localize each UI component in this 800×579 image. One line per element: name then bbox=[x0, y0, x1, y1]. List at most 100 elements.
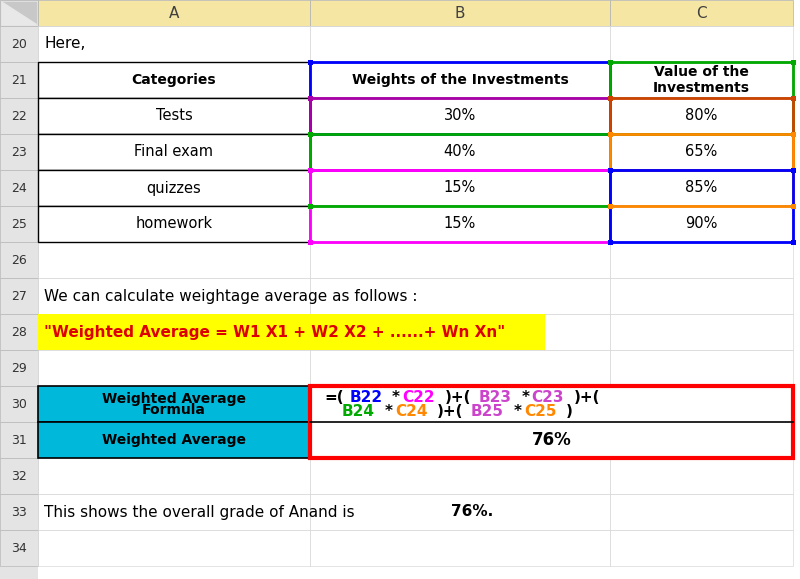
Bar bbox=[610, 206, 793, 242]
Bar bbox=[310, 98, 610, 134]
Bar bbox=[310, 26, 610, 62]
Bar bbox=[610, 98, 793, 170]
Bar bbox=[610, 386, 793, 422]
Text: 27: 27 bbox=[11, 290, 27, 302]
Bar bbox=[310, 206, 610, 242]
Bar bbox=[38, 530, 310, 566]
Text: Weighted Average: Weighted Average bbox=[102, 391, 246, 406]
Text: Here,: Here, bbox=[44, 36, 86, 52]
Bar bbox=[610, 134, 793, 170]
Text: B22: B22 bbox=[350, 390, 382, 405]
Text: 20: 20 bbox=[11, 38, 27, 50]
Bar bbox=[310, 530, 610, 566]
Bar bbox=[310, 278, 610, 314]
Bar bbox=[310, 134, 610, 206]
Bar bbox=[310, 170, 610, 242]
Bar bbox=[38, 314, 310, 350]
Bar bbox=[38, 170, 310, 206]
Text: 65%: 65% bbox=[686, 145, 718, 159]
Bar bbox=[607, 167, 613, 173]
Text: C22: C22 bbox=[402, 390, 435, 405]
Bar bbox=[0, 242, 38, 278]
Bar bbox=[310, 62, 610, 98]
Bar bbox=[310, 170, 610, 206]
Text: 85%: 85% bbox=[686, 181, 718, 196]
Bar bbox=[607, 131, 613, 137]
Bar bbox=[790, 167, 795, 173]
Text: 33: 33 bbox=[11, 505, 27, 519]
Bar bbox=[307, 131, 313, 137]
Bar bbox=[310, 98, 610, 134]
Text: 30: 30 bbox=[11, 398, 27, 411]
Bar bbox=[610, 242, 793, 278]
Bar bbox=[0, 278, 38, 314]
Bar bbox=[38, 134, 310, 170]
Bar bbox=[0, 530, 38, 566]
Bar bbox=[307, 60, 313, 64]
Bar bbox=[790, 60, 795, 64]
Text: 90%: 90% bbox=[686, 217, 718, 232]
Bar bbox=[610, 26, 793, 62]
Bar bbox=[0, 98, 38, 134]
Bar bbox=[38, 206, 310, 242]
Bar bbox=[38, 422, 310, 458]
Text: Final exam: Final exam bbox=[134, 145, 214, 159]
Bar bbox=[38, 278, 310, 314]
Bar bbox=[0, 170, 38, 206]
Bar bbox=[610, 170, 793, 206]
Bar bbox=[38, 386, 310, 422]
Text: Categories: Categories bbox=[132, 73, 216, 87]
Bar bbox=[790, 240, 795, 244]
Bar bbox=[0, 0, 38, 579]
Bar bbox=[38, 0, 310, 26]
Text: Weighted Average: Weighted Average bbox=[102, 433, 246, 447]
Bar bbox=[38, 62, 310, 98]
Text: 76%.: 76%. bbox=[451, 504, 494, 519]
Text: 15%: 15% bbox=[444, 217, 476, 232]
Bar bbox=[310, 206, 610, 242]
Bar bbox=[0, 62, 38, 98]
Bar bbox=[0, 314, 38, 350]
Text: 31: 31 bbox=[11, 434, 27, 446]
Text: Tests: Tests bbox=[156, 108, 192, 123]
Text: Weights of the Investments: Weights of the Investments bbox=[352, 73, 568, 87]
Text: C25: C25 bbox=[524, 404, 557, 419]
Bar bbox=[310, 62, 610, 98]
Text: C24: C24 bbox=[395, 404, 427, 419]
Bar bbox=[38, 242, 310, 278]
Bar bbox=[307, 240, 313, 244]
Bar bbox=[610, 134, 793, 206]
Bar bbox=[38, 494, 310, 530]
Bar bbox=[310, 350, 610, 386]
Bar bbox=[610, 62, 793, 134]
Text: We can calculate weightage average as follows :: We can calculate weightage average as fo… bbox=[44, 288, 418, 303]
Bar bbox=[0, 26, 38, 62]
Bar bbox=[307, 96, 313, 101]
Text: )+(: )+( bbox=[445, 390, 471, 405]
Text: C23: C23 bbox=[531, 390, 564, 405]
Text: )+(: )+( bbox=[574, 390, 600, 405]
Bar bbox=[610, 98, 793, 134]
Text: "Weighted Average = W1 X1 + W2 X2 + ......+ Wn Xn": "Weighted Average = W1 X1 + W2 X2 + ....… bbox=[44, 324, 506, 339]
Bar bbox=[607, 203, 613, 208]
Bar bbox=[38, 98, 310, 134]
Bar bbox=[310, 134, 610, 170]
Bar bbox=[38, 386, 310, 422]
Text: *: * bbox=[392, 390, 400, 405]
Text: C: C bbox=[696, 5, 707, 20]
Text: 28: 28 bbox=[11, 325, 27, 339]
Text: This shows the overall grade of Anand is: This shows the overall grade of Anand is bbox=[44, 504, 359, 519]
Bar bbox=[607, 240, 613, 244]
Text: 32: 32 bbox=[11, 470, 27, 482]
Bar bbox=[607, 96, 613, 101]
Bar bbox=[610, 170, 793, 206]
Bar bbox=[38, 62, 310, 98]
Bar bbox=[307, 203, 313, 208]
Bar bbox=[607, 240, 613, 244]
Bar bbox=[790, 167, 795, 173]
Text: homework: homework bbox=[135, 217, 213, 232]
Bar bbox=[0, 350, 38, 386]
Text: B24: B24 bbox=[342, 404, 375, 419]
Bar bbox=[38, 134, 310, 170]
Text: B23: B23 bbox=[478, 390, 512, 405]
